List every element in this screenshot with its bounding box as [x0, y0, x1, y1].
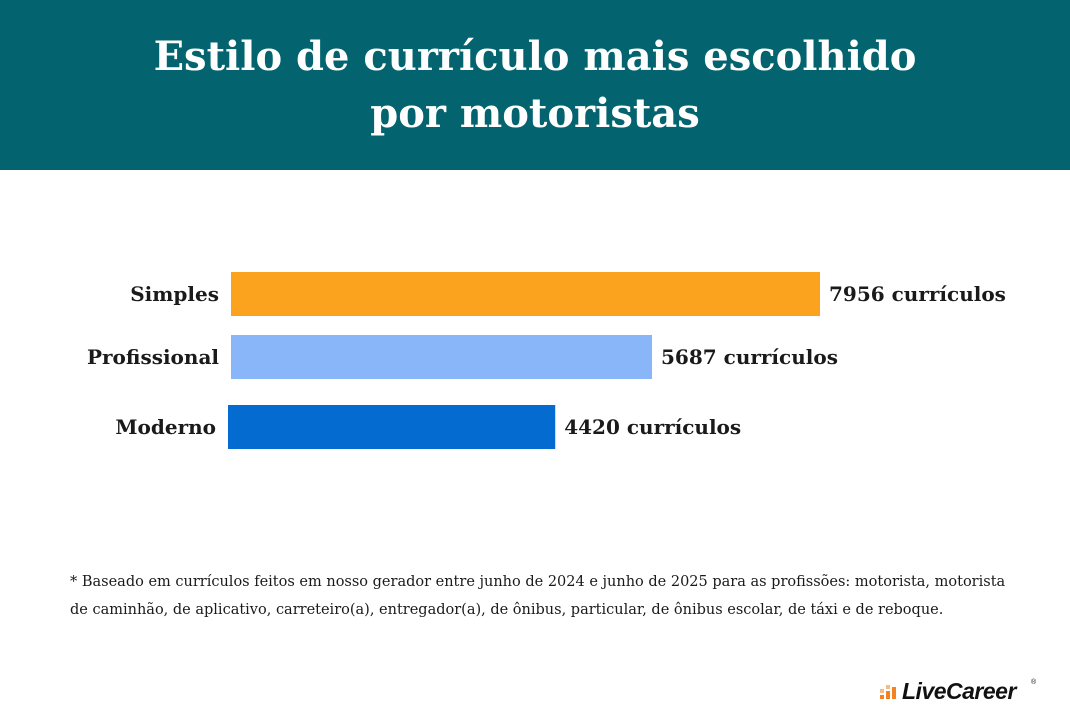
- bar-profissional: [231, 335, 653, 379]
- header-banner: Estilo de currículo mais escolhido por m…: [0, 0, 1070, 170]
- value-label-profissional: 5687 currículos: [661, 345, 838, 369]
- chart-title-line-1: Estilo de currículo mais escolhido: [153, 33, 917, 80]
- chart-title-line-2: por motoristas: [370, 90, 700, 137]
- value-label-simples: 7956 currículos: [829, 282, 1006, 306]
- bar-moderno: [228, 405, 556, 449]
- value-label-moderno: 4420 currículos: [564, 415, 741, 439]
- logo-wordmark: LiveCareer: [902, 678, 1016, 704]
- logo-registered-mark: ®: [1031, 679, 1037, 686]
- category-label-simples: Simples: [130, 282, 219, 306]
- livecareer-logo: LiveCareer ®: [878, 676, 1048, 706]
- bar-simples: [231, 272, 820, 316]
- footnote-line-2: de caminhão, de aplicativo, carreteiro(a…: [70, 602, 944, 618]
- chart-title: Estilo de currículo mais escolhido por m…: [0, 28, 1070, 142]
- category-label-profissional: Profissional: [87, 345, 219, 369]
- footnote-line-1: * Baseado em currículos feitos em nosso …: [70, 574, 1006, 590]
- livecareer-bars-icon: [880, 685, 896, 699]
- category-label-moderno: Moderno: [115, 415, 216, 439]
- footnote: * Baseado em currículos feitos em nosso …: [70, 568, 1020, 624]
